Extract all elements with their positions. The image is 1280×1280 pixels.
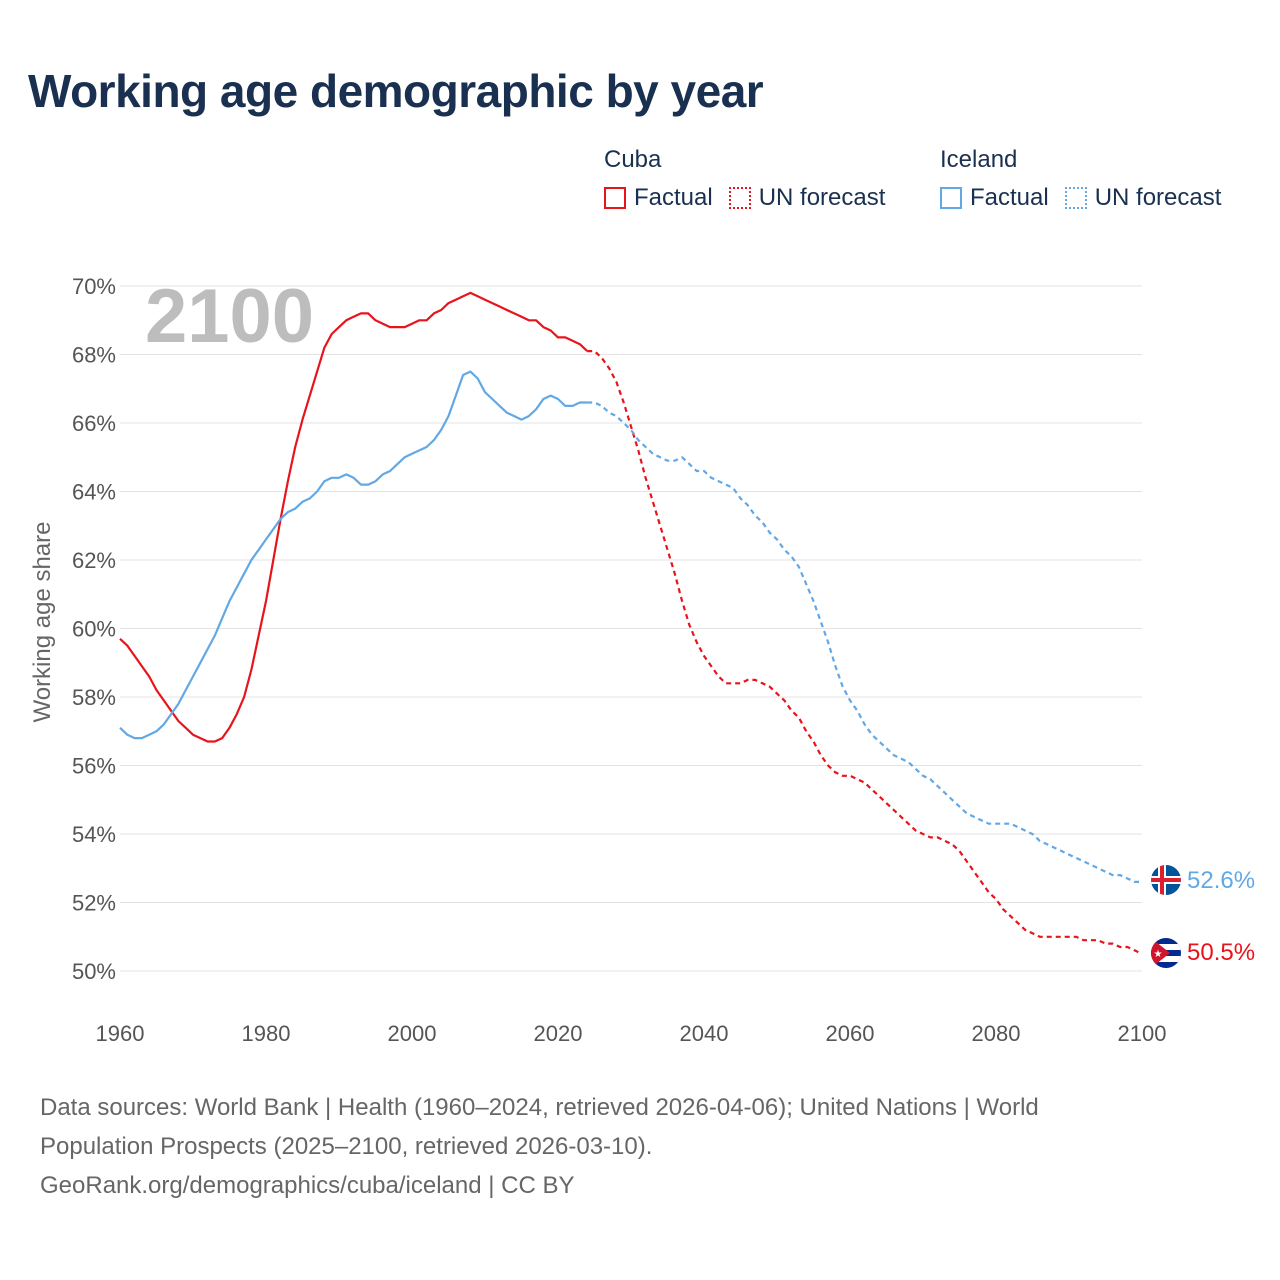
iceland-flag: [1151, 865, 1181, 895]
legend-label: Factual: [970, 184, 1049, 211]
x-tick-label: 2040: [680, 1021, 729, 1046]
y-tick-label: 62%: [72, 548, 116, 573]
x-axis-ticks: 1960 1980 2000 2020 2040 2060 2080 2100: [96, 1021, 1167, 1046]
legend-iceland-factual[interactable]: Factual: [940, 184, 1049, 212]
y-axis-ticks: 50% 52% 54% 56% 58% 60% 62% 64% 66% 68% 70%: [72, 274, 116, 984]
y-tick-label: 58%: [72, 685, 116, 710]
x-tick-label: 2000: [388, 1021, 437, 1046]
cuba-flag: ★: [1151, 938, 1181, 968]
iceland-end-label: 52.6%: [1187, 867, 1255, 894]
x-tick-label: 2100: [1118, 1021, 1167, 1046]
cuba-forecast-line: [587, 350, 1143, 955]
y-tick-label: 50%: [72, 959, 116, 984]
legend-label: Factual: [634, 184, 713, 211]
sources-line-2: Population Prospects (2025–2100, retriev…: [40, 1133, 653, 1160]
x-tick-label: 2080: [972, 1021, 1021, 1046]
sources-line-3: GeoRank.org/demographics/cuba/iceland | …: [40, 1172, 575, 1199]
svg-text:★: ★: [1154, 949, 1163, 960]
legend-label: UN forecast: [758, 184, 886, 211]
legend-cuba-factual[interactable]: Factual: [604, 184, 713, 212]
legend-swatch-dotted: [728, 187, 751, 209]
legend-cuba-forecast[interactable]: UN forecast: [728, 184, 886, 212]
legend-group-name: Cuba: [604, 146, 662, 173]
y-tick-label: 70%: [72, 274, 116, 299]
line-chart: 50%52%54%56%58%60%62%64%66%68%70% 1960 19…: [29, 274, 1255, 1046]
x-tick-label: 2020: [534, 1021, 583, 1046]
iceland-factual-line: [119, 370, 588, 740]
y-tick-label: 68%: [72, 343, 116, 368]
legend-group-iceland: Iceland Factual UN forecast: [940, 146, 1237, 212]
y-tick-label: 54%: [72, 822, 116, 847]
cuba-end-label: 50.5%: [1187, 939, 1255, 966]
x-tick-label: 2060: [826, 1021, 875, 1046]
year-watermark: 2100: [145, 274, 314, 359]
y-tick-label: 66%: [72, 411, 116, 436]
chart-title: Working age demographic by year: [28, 65, 764, 117]
iceland-forecast-line: [587, 401, 1142, 883]
x-tick-label: 1960: [96, 1021, 145, 1046]
series-lines: [119, 291, 1143, 955]
sources-line-1: Data sources: World Bank | Health (1960–…: [40, 1094, 1039, 1121]
legend-swatch-solid: [604, 187, 626, 209]
y-tick-label: 56%: [72, 754, 116, 779]
legend-group-cuba: Cuba Factual UN forecast: [604, 146, 901, 212]
legend-label: UN forecast: [1094, 184, 1222, 211]
grid-lines: [120, 285, 1142, 972]
x-tick-label: 1980: [242, 1021, 291, 1046]
y-axis-label: Working age share: [29, 522, 56, 723]
legend-swatch-solid: [940, 187, 962, 209]
y-tick-label: 64%: [72, 480, 116, 505]
legend-swatch-dotted: [1064, 187, 1087, 209]
y-tick-label: 52%: [72, 891, 116, 916]
data-sources: Data sources: World Bank | Health (1960–…: [40, 1088, 1200, 1205]
legend-iceland-forecast[interactable]: UN forecast: [1064, 184, 1222, 212]
y-tick-label: 60%: [72, 617, 116, 642]
cuba-factual-line: [119, 291, 588, 743]
legend-group-name: Iceland: [940, 146, 1018, 173]
